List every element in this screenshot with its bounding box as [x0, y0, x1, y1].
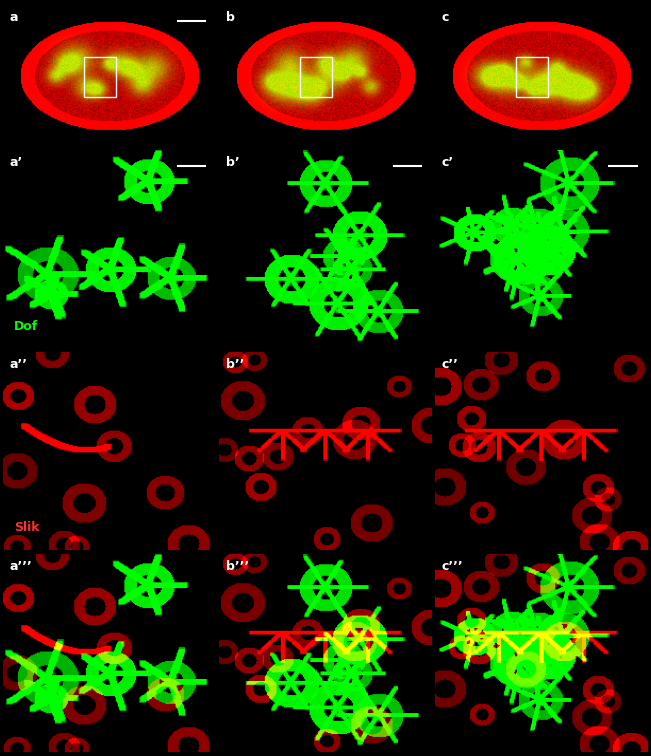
- Text: b: b: [225, 11, 234, 24]
- Bar: [300, 57, 332, 97]
- Text: a’’’: a’’’: [10, 560, 33, 573]
- Text: a’’: a’’: [10, 358, 27, 371]
- Text: Dof: Dof: [14, 320, 38, 333]
- Text: c’: c’: [441, 156, 454, 169]
- Text: a’: a’: [10, 156, 23, 169]
- Text: c’’’: c’’’: [441, 560, 463, 573]
- Text: Slik: Slik: [14, 522, 40, 534]
- Text: a: a: [10, 11, 18, 24]
- Text: b’’’: b’’’: [225, 560, 249, 573]
- Text: b’: b’: [225, 156, 239, 169]
- Text: c’’: c’’: [441, 358, 458, 371]
- Bar: [516, 57, 547, 97]
- Bar: [84, 57, 116, 97]
- Text: b’’: b’’: [225, 358, 244, 371]
- Text: c: c: [441, 11, 449, 24]
